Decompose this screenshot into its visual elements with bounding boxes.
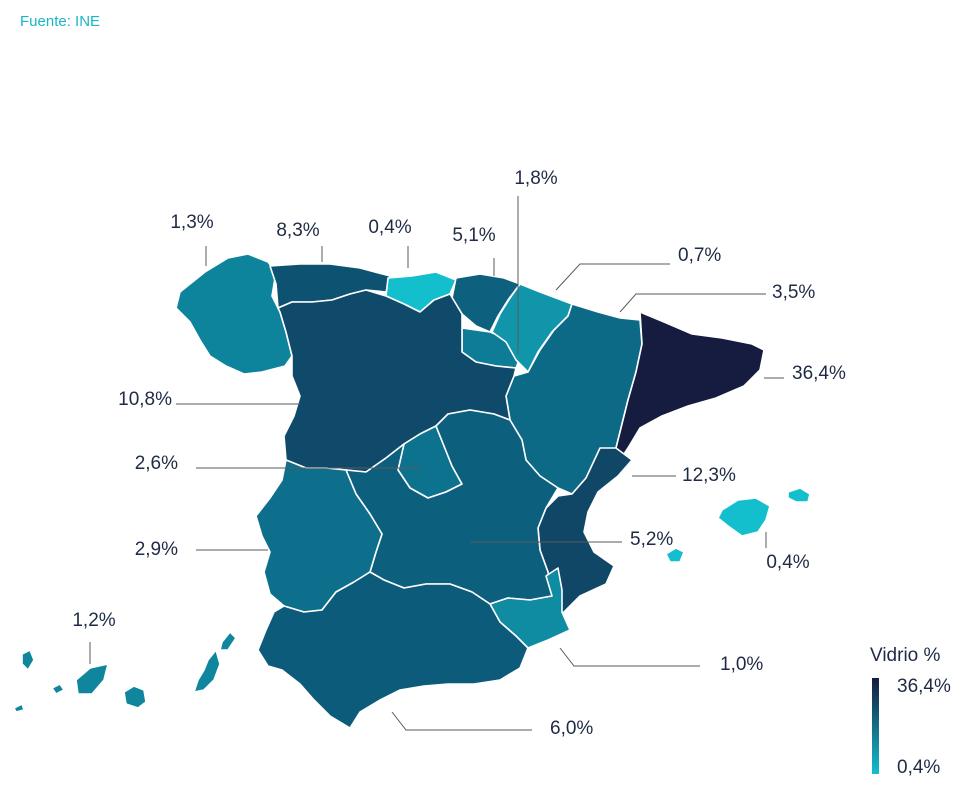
source-note: Fuente: INE: [20, 13, 101, 30]
region-canarias-el-hierro: [13, 703, 25, 713]
legend-min-label: 0,4%: [897, 757, 941, 778]
region-canarias-lanzarote: [219, 631, 237, 651]
region-canarias-tenerife: [75, 663, 109, 695]
label-cataluna: 36,4%: [792, 363, 846, 384]
label-madrid: 2,6%: [135, 453, 178, 474]
region-baleares-ibiza: [665, 547, 685, 563]
label-andalucia: 6,0%: [550, 718, 593, 739]
legend-color-scale: [872, 678, 879, 774]
legend-title: Vidrio %: [870, 645, 941, 666]
label-navarra: 0,7%: [678, 245, 721, 266]
label-islas-baleares: 0,4%: [766, 552, 809, 573]
region-baleares-menorca: [787, 487, 811, 503]
region-canarias-la-gomera: [51, 683, 65, 695]
label-asturias: 8,3%: [276, 220, 319, 241]
region-canarias-la-palma: [21, 649, 35, 671]
region-andalucia: [257, 571, 529, 729]
region-comunidad-valenciana: [537, 447, 633, 615]
legend-max-label: 36,4%: [897, 676, 951, 697]
leader-lines: [89, 196, 784, 731]
label-galicia: 1,3%: [170, 212, 213, 233]
region-canarias-fuerteventura: [193, 649, 221, 693]
label-castilla-la-mancha: 5,2%: [630, 529, 673, 550]
label-extremadura: 2,9%: [135, 539, 178, 560]
label-comunidad-valenciana: 12,3%: [682, 465, 736, 486]
label-cantabria: 0,4%: [368, 217, 411, 238]
label-murcia: 1,0%: [720, 654, 763, 675]
region-canarias-gran-canaria: [123, 685, 147, 709]
region-cataluna: [615, 311, 765, 461]
label-la-rioja: 1,8%: [514, 168, 557, 189]
region-baleares-mallorca: [717, 497, 771, 537]
label-aragon: 3,5%: [772, 282, 815, 303]
label-castilla-y-leon: 10,8%: [118, 389, 172, 410]
label-canarias: 1,2%: [72, 610, 115, 631]
label-pais-vasco: 5,1%: [452, 225, 495, 246]
